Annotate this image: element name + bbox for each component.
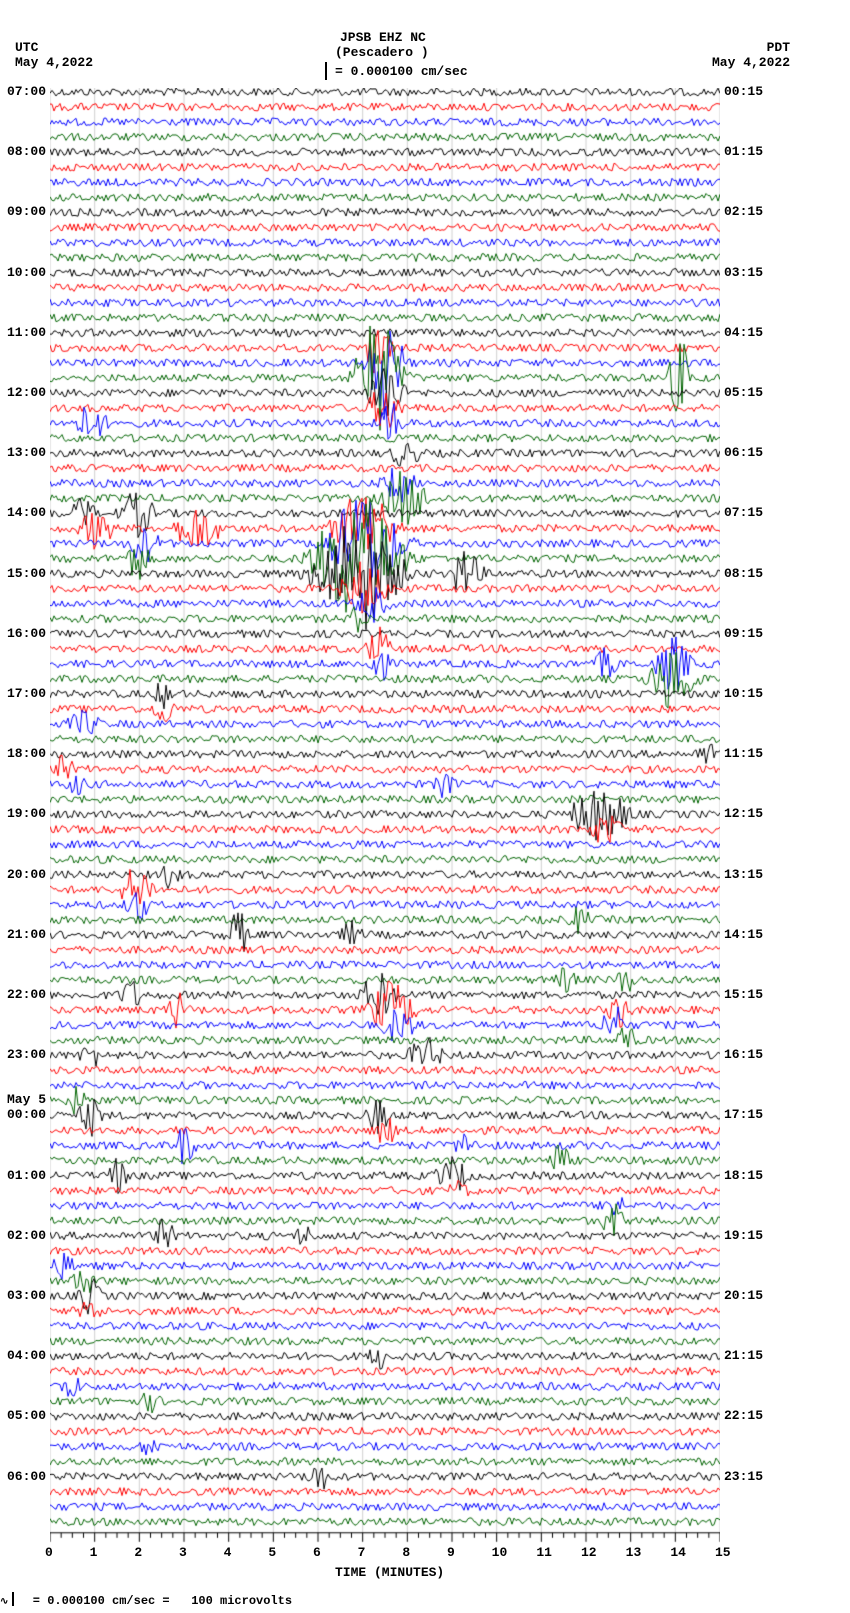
right-time-label: 06:15	[724, 445, 763, 460]
x-tick-label: 2	[134, 1545, 142, 1560]
left-time-label: 20:00	[7, 867, 46, 882]
right-time-label: 08:15	[724, 566, 763, 581]
scale-bar-icon	[325, 62, 327, 80]
right-time-label: 16:15	[724, 1047, 763, 1062]
right-time-label: 19:15	[724, 1228, 763, 1243]
right-time-label: 07:15	[724, 505, 763, 520]
right-time-label: 20:15	[724, 1288, 763, 1303]
x-tick-label: 11	[536, 1545, 552, 1560]
right-time-label: 17:15	[724, 1107, 763, 1122]
right-time-label: 11:15	[724, 746, 763, 761]
x-tick-label: 10	[492, 1545, 508, 1560]
right-time-label: 09:15	[724, 626, 763, 641]
right-time-label: 15:15	[724, 987, 763, 1002]
footer-scale-note: ∿ = 0.000100 cm/sec = 100 microvolts	[0, 1594, 292, 1608]
right-time-label: 05:15	[724, 385, 763, 400]
x-tick-label: 14	[670, 1545, 686, 1560]
right-time-label: 23:15	[724, 1469, 763, 1484]
left-time-label: 05:00	[7, 1408, 46, 1423]
x-tick-label: 7	[358, 1545, 366, 1560]
left-time-label: 16:00	[7, 626, 46, 641]
left-time-label: 07:00	[7, 84, 46, 99]
left-time-label: 22:00	[7, 987, 46, 1002]
left-time-label: 04:00	[7, 1348, 46, 1363]
right-time-label: 03:15	[724, 265, 763, 280]
right-time-label: 00:15	[724, 84, 763, 99]
seismogram-page: JPSB EHZ NC (Pescadero ) = 0.000100 cm/s…	[0, 0, 850, 1613]
x-tick-label: 15	[715, 1545, 731, 1560]
title: JPSB EHZ NC	[340, 30, 426, 45]
right-time-label: 13:15	[724, 867, 763, 882]
right-tz: PDT	[767, 40, 790, 55]
left-time-label: 09:00	[7, 204, 46, 219]
left-time-label: 19:00	[7, 806, 46, 821]
left-time-label: 00:00	[7, 1107, 46, 1122]
left-time-label: 17:00	[7, 686, 46, 701]
left-time-label: 10:00	[7, 265, 46, 280]
x-axis-label: TIME (MINUTES)	[335, 1565, 444, 1580]
x-tick-label: 1	[90, 1545, 98, 1560]
x-tick-label: 6	[313, 1545, 321, 1560]
right-time-label: 21:15	[724, 1348, 763, 1363]
scale-label: = 0.000100 cm/sec	[335, 64, 468, 79]
x-tick-label: 4	[224, 1545, 232, 1560]
x-tick-label: 12	[581, 1545, 597, 1560]
left-time-label: 12:00	[7, 385, 46, 400]
right-time-label: 10:15	[724, 686, 763, 701]
seismogram-canvas	[50, 88, 720, 1590]
right-time-label: 01:15	[724, 144, 763, 159]
x-tick-label: 13	[626, 1545, 642, 1560]
right-time-label: 22:15	[724, 1408, 763, 1423]
left-time-label: 15:00	[7, 566, 46, 581]
left-time-label: 18:00	[7, 746, 46, 761]
left-time-label: 03:00	[7, 1288, 46, 1303]
subtitle: (Pescadero )	[335, 45, 429, 60]
left-date: May 4,2022	[15, 55, 93, 70]
x-tick-label: 5	[268, 1545, 276, 1560]
left-time-label: 14:00	[7, 505, 46, 520]
left-time-label: May 5	[7, 1092, 46, 1107]
left-time-label: 21:00	[7, 927, 46, 942]
x-tick-label: 0	[45, 1545, 53, 1560]
left-time-label: 13:00	[7, 445, 46, 460]
x-tick-label: 8	[402, 1545, 410, 1560]
left-time-label: 06:00	[7, 1469, 46, 1484]
right-time-label: 12:15	[724, 806, 763, 821]
left-time-label: 02:00	[7, 1228, 46, 1243]
left-tz: UTC	[15, 40, 38, 55]
right-time-label: 18:15	[724, 1168, 763, 1183]
x-tick-label: 3	[179, 1545, 187, 1560]
x-tick-label: 9	[447, 1545, 455, 1560]
left-time-label: 08:00	[7, 144, 46, 159]
left-time-label: 11:00	[7, 325, 46, 340]
right-time-label: 14:15	[724, 927, 763, 942]
right-date: May 4,2022	[712, 55, 790, 70]
left-time-label: 01:00	[7, 1168, 46, 1183]
right-time-label: 02:15	[724, 204, 763, 219]
right-time-label: 04:15	[724, 325, 763, 340]
left-time-label: 23:00	[7, 1047, 46, 1062]
